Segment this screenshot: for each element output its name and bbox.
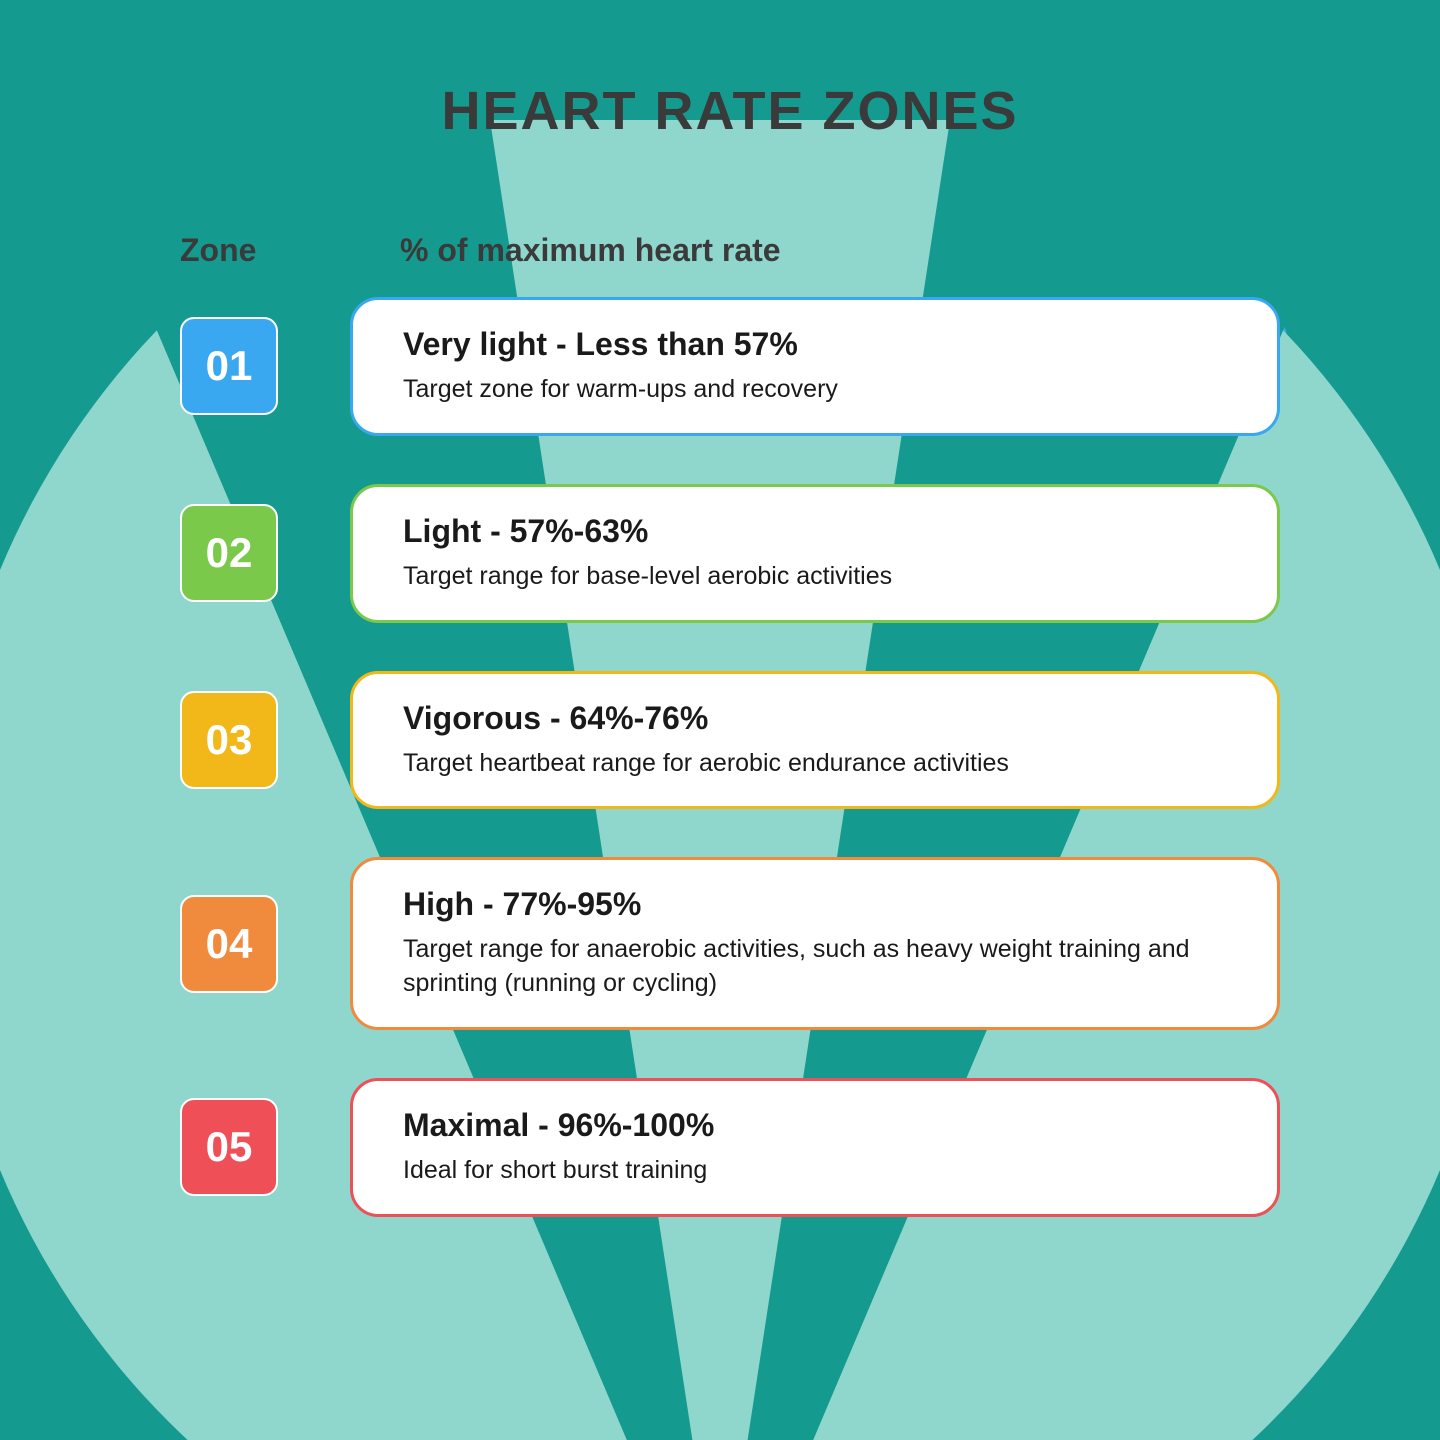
zone-list: 01 Very light - Less than 57% Target zone …: [180, 297, 1280, 1217]
zone-row: 01 Very light - Less than 57% Target zone …: [180, 297, 1280, 436]
zone-row: 03 Vigorous - 64%-76% Target heartbeat ran…: [180, 671, 1280, 810]
column-headers: Zone % of maximum heart rate: [180, 232, 1280, 269]
zone-desc: Target zone for warm-ups and recovery: [403, 373, 1237, 407]
zone-card: Very light - Less than 57% Target zone fo…: [350, 297, 1280, 436]
zone-card: Light - 57%-63% Target range for base-lev…: [350, 484, 1280, 623]
zone-badge-wrap: 01: [180, 297, 350, 436]
zone-badge: 01: [180, 317, 278, 415]
zone-title: Maximal - 96%-100%: [403, 1107, 1237, 1144]
zone-desc: Target heartbeat range for aerobic endur…: [403, 747, 1237, 781]
zone-badge-wrap: 04: [180, 857, 350, 1030]
zone-title: Light - 57%-63%: [403, 513, 1237, 550]
zone-badge-wrap: 02: [180, 484, 350, 623]
zone-badge: 04: [180, 895, 278, 993]
zone-card: Maximal - 96%-100% Ideal for short burst …: [350, 1078, 1280, 1217]
zone-title: Vigorous - 64%-76%: [403, 700, 1237, 737]
zone-desc: Target range for base-level aerobic acti…: [403, 560, 1237, 594]
zone-desc: Ideal for short burst training: [403, 1154, 1237, 1188]
zone-badge: 05: [180, 1098, 278, 1196]
zone-title: High - 77%-95%: [403, 886, 1237, 923]
zone-card: High - 77%-95% Target range for anaerobic…: [350, 857, 1280, 1030]
zone-badge: 03: [180, 691, 278, 789]
zone-desc: Target range for anaerobic activities, s…: [403, 933, 1237, 1001]
zone-card: Vigorous - 64%-76% Target heartbeat range…: [350, 671, 1280, 810]
zone-title: Very light - Less than 57%: [403, 326, 1237, 363]
zone-badge-wrap: 03: [180, 671, 350, 810]
zone-row: 02 Light - 57%-63% Target range for base-l…: [180, 484, 1280, 623]
zone-row: 05 Maximal - 96%-100% Ideal for short burs…: [180, 1078, 1280, 1217]
header-pct: % of maximum heart rate: [350, 232, 1280, 269]
zone-row: 04 High - 77%-95% Target range for anaerob…: [180, 857, 1280, 1030]
header-zone: Zone: [180, 232, 350, 269]
zone-badge-wrap: 05: [180, 1078, 350, 1217]
page-title: HEART RATE ZONES: [180, 80, 1280, 142]
zone-badge: 02: [180, 504, 278, 602]
content: HEART RATE ZONES Zone % of maximum heart…: [0, 0, 1440, 1440]
